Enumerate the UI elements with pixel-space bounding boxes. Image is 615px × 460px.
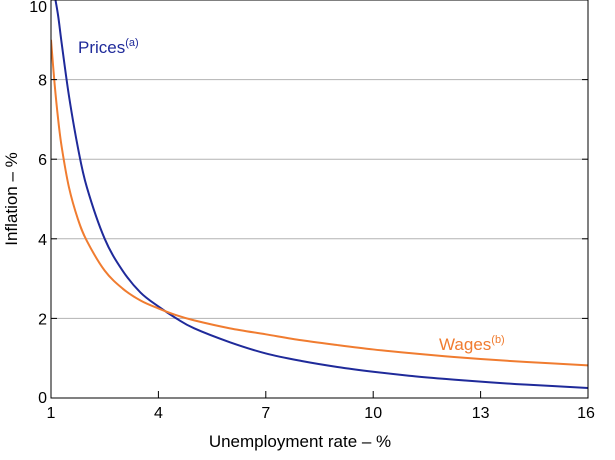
prices-series-label: Prices(a) <box>78 37 139 57</box>
series-line-prices <box>54 0 588 390</box>
x-tick-label: 7 <box>261 405 270 422</box>
series-line-wages <box>51 39 588 367</box>
y-axis-label: Inflation – % <box>2 152 21 246</box>
y-tick-label: 10 <box>29 0 47 16</box>
x-tick-label: 16 <box>577 405 595 422</box>
y-tick-label: 2 <box>38 311 47 328</box>
wages-series-label: Wages(b) <box>439 334 505 354</box>
y-tick-label: 4 <box>38 232 47 249</box>
grid-lines <box>51 79 588 319</box>
x-tick-label: 13 <box>472 405 490 422</box>
y-tick-label: 8 <box>38 73 47 90</box>
x-tick-label: 10 <box>364 405 382 422</box>
plot-frame <box>50 0 589 399</box>
y-tick-label: 0 <box>38 390 47 407</box>
axis-ticks: 0 2 4 6 8 10 1 4 7 10 13 16 <box>29 0 595 422</box>
x-tick-label: 1 <box>47 405 56 422</box>
x-axis-label: Unemployment rate – % <box>209 432 391 451</box>
series-lines <box>51 0 588 390</box>
y-tick-label: 6 <box>38 152 47 169</box>
x-tick-label: 4 <box>154 405 163 422</box>
